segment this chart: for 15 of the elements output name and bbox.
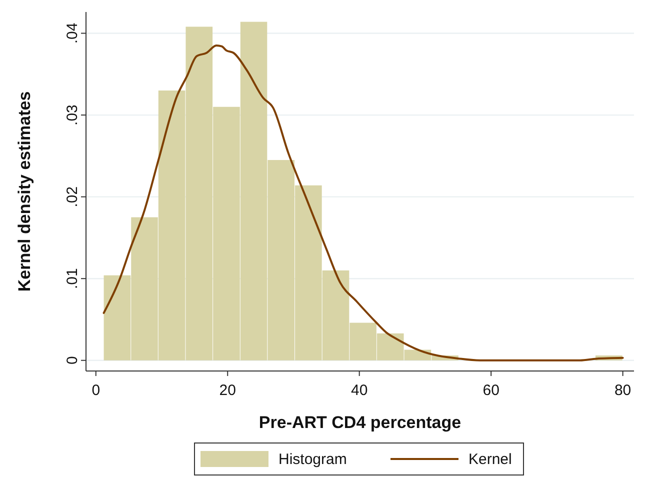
x-tick-label: 80 <box>614 382 632 399</box>
line-series <box>102 44 624 362</box>
x-axis-title: Pre-ART CD4 percentage <box>258 413 462 432</box>
y-tick-label: .04 <box>64 22 81 44</box>
x-tick-label: 20 <box>219 382 236 399</box>
y-axis-title: Kernel density estimates <box>15 91 34 292</box>
x-tick-label: 0 <box>92 382 100 399</box>
x-tick-label: 60 <box>482 382 500 399</box>
legend-label: Kernel <box>468 451 512 468</box>
y-tick-label: 0 <box>64 356 81 365</box>
y-tick-label: .01 <box>64 268 81 290</box>
y-tick-label: .03 <box>64 104 81 126</box>
x-tick-label: 40 <box>351 382 368 399</box>
y-tick-label: .02 <box>64 186 81 208</box>
legend-label: Histogram <box>278 451 347 468</box>
